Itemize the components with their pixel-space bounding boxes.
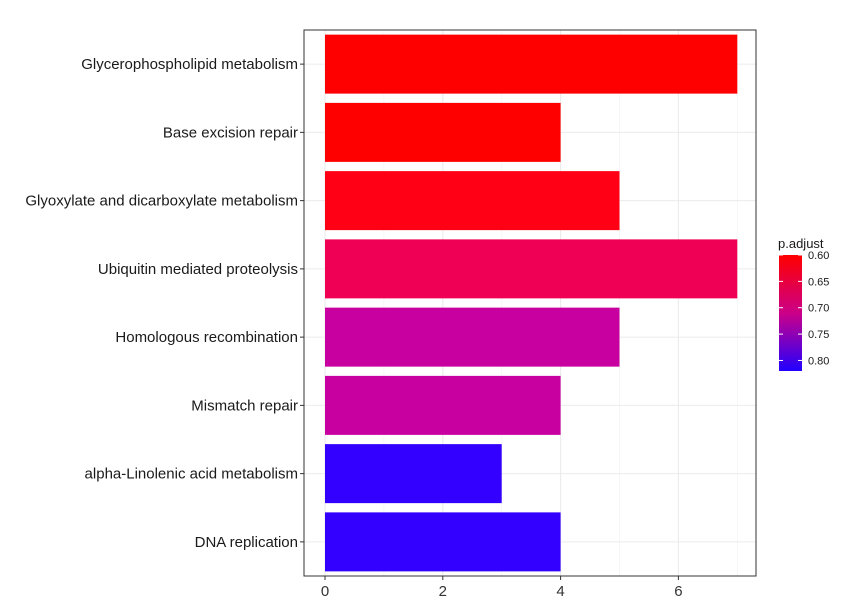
legend-tick-label: 0.60 bbox=[808, 250, 829, 262]
legend-title: p.adjust bbox=[778, 236, 824, 251]
x-ticks: 0 2 4 6 bbox=[321, 576, 683, 600]
legend-colorbar bbox=[779, 255, 802, 371]
bar bbox=[325, 307, 620, 367]
bar bbox=[325, 171, 620, 231]
category-label: Mismatch repair bbox=[191, 397, 298, 414]
category-label: Glycerophospholipid metabolism bbox=[81, 56, 298, 73]
bars bbox=[325, 34, 738, 572]
legend-tick-label: 0.65 bbox=[808, 276, 829, 288]
x-tick-label: 4 bbox=[556, 583, 564, 600]
category-label: DNA replication bbox=[195, 534, 298, 551]
bar bbox=[325, 375, 561, 435]
y-ticks: Glycerophospholipid metabolism Base excis… bbox=[25, 56, 304, 551]
legend-tick-label: 0.70 bbox=[808, 303, 829, 315]
category-label: alpha-Linolenic acid metabolism bbox=[85, 466, 298, 483]
bar bbox=[325, 102, 561, 162]
x-tick-label: 0 bbox=[321, 583, 329, 600]
legend-tick-label: 0.75 bbox=[808, 329, 829, 341]
legend-tick-label: 0.80 bbox=[808, 355, 829, 367]
category-label: Base excision repair bbox=[163, 124, 298, 141]
bar bbox=[325, 444, 502, 504]
bar bbox=[325, 512, 561, 572]
bar bbox=[325, 239, 738, 299]
x-tick-label: 2 bbox=[439, 583, 447, 600]
legend: p.adjust 0.60 0.65 0.70 0.75 0.80 bbox=[778, 236, 829, 371]
bar bbox=[325, 34, 738, 94]
category-label: Ubiquitin mediated proteolysis bbox=[98, 261, 298, 278]
plot-border bbox=[303, 29, 757, 577]
category-label: Homologous recombination bbox=[115, 329, 298, 346]
x-tick-label: 6 bbox=[674, 583, 682, 600]
category-label: Glyoxylate and dicarboxylate metabolism bbox=[25, 193, 298, 210]
legend-ticks: 0.60 0.65 0.70 0.75 0.80 bbox=[779, 250, 829, 367]
